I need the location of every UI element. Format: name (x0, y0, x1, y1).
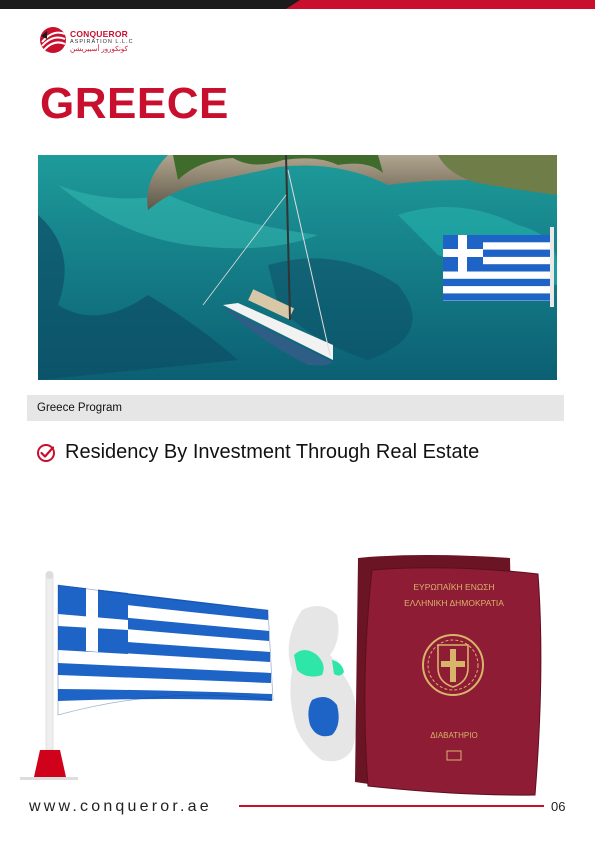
top-bar-red (286, 0, 595, 9)
greece-map-image (288, 606, 357, 762)
page-number: 06 (551, 799, 566, 814)
greek-passport-image: ΕΥΡΩΠΑΪΚΗ ΕΝΩΣΗ ΕΛΛΗΝΙΚΗ ΔΗΜΟΚΡΑΤΙΑ ΔΙΑΒ… (355, 555, 542, 796)
brand-subtitle: ASPIRATION L.L.C (70, 39, 134, 45)
greek-flag-overlay (443, 227, 554, 307)
greek-flag-on-pole-image (20, 571, 274, 780)
passport-line-3: ΔΙΑΒΑΤΗΡΙΟ (430, 731, 477, 740)
program-label: Greece Program (37, 402, 123, 414)
brand-arabic-name: كونكورور أسبيريشن (70, 46, 128, 53)
top-bar-dark (0, 0, 300, 9)
check-circle-icon (37, 444, 55, 462)
footer-website-url[interactable]: www.conqueror.ae (29, 798, 212, 815)
hero-image-sailboat-cove (38, 155, 557, 380)
brand-name: CONQUEROR (70, 29, 128, 39)
passport-line-2: ΕΛΛΗΝΙΚΗ ΔΗΜΟΚΡΑΤΙΑ (404, 598, 504, 608)
feature-item: Residency By Investment Through Real Est… (36, 440, 556, 466)
greek-coat-of-arms-icon (422, 634, 484, 696)
footer-divider (239, 805, 544, 807)
hero-illustration (38, 155, 557, 380)
brand-logo: CONQUEROR ASPIRATION L.L.C كونكورور أسبي… (38, 24, 148, 58)
feature-text: Residency By Investment Through Real Est… (65, 441, 480, 463)
page-title: GREECE (40, 79, 229, 128)
biometric-chip-icon (446, 750, 462, 761)
program-bar: Greece Program (27, 395, 564, 421)
passport-line-1: ΕΥΡΩΠΑΪΚΗ ΕΝΩΣΗ (413, 582, 494, 592)
conqueror-logo-icon (40, 27, 66, 53)
